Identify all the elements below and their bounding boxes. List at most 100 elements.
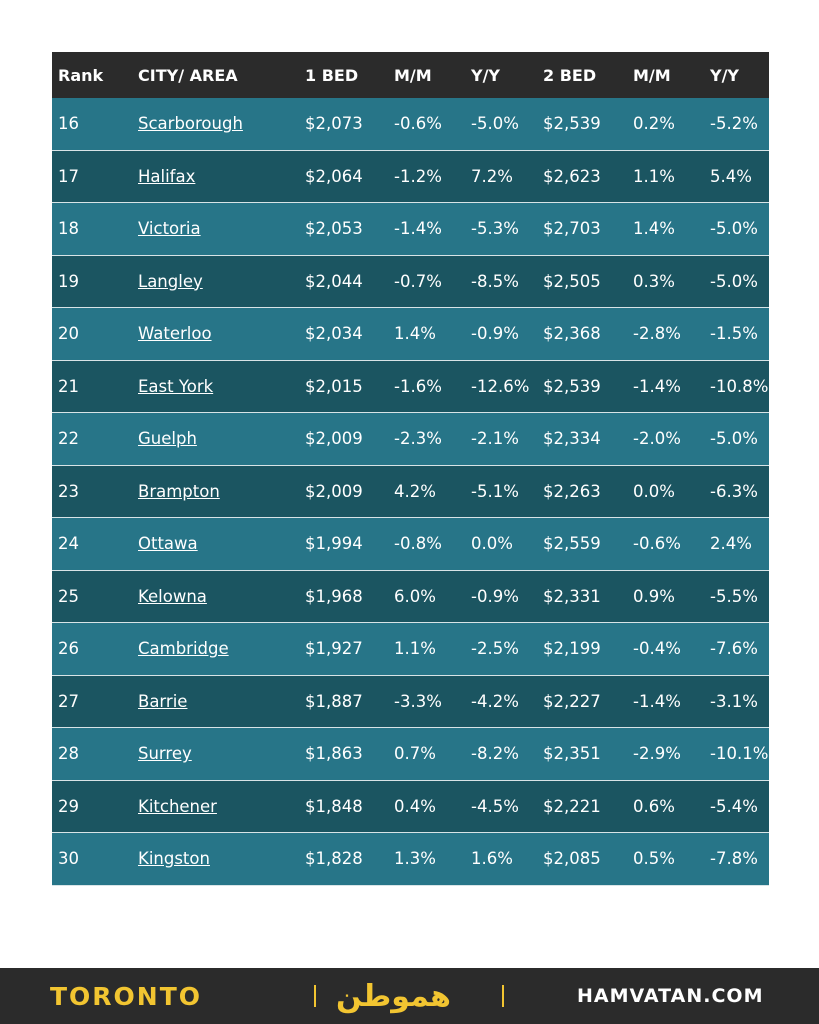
table-cell: 1.6% bbox=[471, 849, 513, 869]
table-row: 16 Scarborough $2,073 -0.6% -5.0% $2,539 0.2% -… bbox=[52, 98, 769, 151]
footer-city: TORONTO bbox=[50, 981, 203, 1011]
table-cell: -0.6% bbox=[394, 114, 442, 134]
city-link[interactable]: Barrie bbox=[138, 691, 188, 711]
table-cell: 0.4% bbox=[394, 796, 436, 816]
city-link[interactable]: Scarborough bbox=[138, 114, 243, 134]
table-cell: -1.5% bbox=[710, 324, 758, 344]
table-cell: -1.4% bbox=[394, 219, 442, 239]
table-cell: -4.2% bbox=[471, 691, 519, 711]
table-row: 17 Halifax $2,064 -1.2% 7.2% $2,623 1.1% 5.4% bbox=[52, 150, 769, 203]
table-cell: 5.4% bbox=[710, 166, 752, 186]
table-cell: -3.1% bbox=[710, 691, 758, 711]
header-cell: Y/Y bbox=[710, 65, 740, 85]
table-cell: $1,887 bbox=[305, 691, 363, 711]
header-cell: M/M bbox=[394, 65, 432, 85]
table-cell: 1.1% bbox=[394, 639, 436, 659]
table-cell: -8.2% bbox=[471, 744, 519, 764]
table-row: 23 Brampton $2,009 4.2% -5.1% $2,263 0.0% -6.3% bbox=[52, 465, 769, 518]
city-link[interactable]: Langley bbox=[138, 271, 203, 291]
table-cell: $1,927 bbox=[305, 639, 363, 659]
table-cell: 1.4% bbox=[633, 219, 675, 239]
table-cell: 0.3% bbox=[633, 271, 675, 291]
table-row: 19 Langley $2,044 -0.7% -8.5% $2,505 0.3% -5.0% bbox=[52, 255, 769, 308]
table-cell: $2,539 bbox=[543, 114, 601, 134]
table-cell: -5.0% bbox=[471, 114, 519, 134]
table-cell: -6.3% bbox=[710, 481, 758, 501]
table-cell: 6.0% bbox=[394, 586, 436, 606]
table-row: 22 Guelph $2,009 -2.3% -2.1% $2,334 -2.0% -5.0% bbox=[52, 413, 769, 466]
table-cell: -2.9% bbox=[633, 744, 681, 764]
city-link[interactable]: Kingston bbox=[138, 849, 210, 869]
table-row: 21 East York $2,015 -1.6% -12.6% $2,539 -1.4% -… bbox=[52, 360, 769, 413]
table-cell: -2.5% bbox=[471, 639, 519, 659]
table-cell: -0.9% bbox=[471, 586, 519, 606]
table-cell: $2,221 bbox=[543, 796, 601, 816]
city-link[interactable]: Surrey bbox=[138, 744, 192, 764]
table-cell: $1,994 bbox=[305, 534, 363, 554]
table-cell: 21 bbox=[58, 376, 79, 396]
city-link[interactable]: Victoria bbox=[138, 219, 201, 239]
table-cell: -8.5% bbox=[471, 271, 519, 291]
table-cell: 20 bbox=[58, 324, 79, 344]
table-cell: $2,263 bbox=[543, 481, 601, 501]
table-cell: 30 bbox=[58, 849, 79, 869]
table-cell: $1,863 bbox=[305, 744, 363, 764]
city-link[interactable]: Brampton bbox=[138, 481, 220, 501]
table-cell: $2,351 bbox=[543, 744, 601, 764]
table-cell: -1.4% bbox=[633, 376, 681, 396]
table-cell: 24 bbox=[58, 534, 79, 554]
header-cell: M/M bbox=[633, 65, 671, 85]
header-cell: 2 BED bbox=[543, 65, 597, 85]
table-cell: 25 bbox=[58, 586, 79, 606]
table-cell: $2,034 bbox=[305, 324, 363, 344]
table-cell: 19 bbox=[58, 271, 79, 291]
table-cell: $1,848 bbox=[305, 796, 363, 816]
footer-logo: هموطن bbox=[336, 978, 451, 1014]
table-cell: -1.4% bbox=[633, 691, 681, 711]
table-cell: -10.8% bbox=[710, 376, 769, 396]
city-link[interactable]: Guelph bbox=[138, 429, 197, 449]
table-cell: 2.4% bbox=[710, 534, 752, 554]
table-cell: 1.4% bbox=[394, 324, 436, 344]
table-cell: $2,044 bbox=[305, 271, 363, 291]
city-link[interactable]: East York bbox=[138, 376, 214, 396]
table-cell: 26 bbox=[58, 639, 79, 659]
table-cell: 0.5% bbox=[633, 849, 675, 869]
table-cell: $2,053 bbox=[305, 219, 363, 239]
city-link[interactable]: Cambridge bbox=[138, 639, 229, 659]
table-cell: -7.8% bbox=[710, 849, 758, 869]
table-cell: $2,623 bbox=[543, 166, 601, 186]
table-cell: 4.2% bbox=[394, 481, 436, 501]
table-cell: $1,968 bbox=[305, 586, 363, 606]
table-cell: -2.3% bbox=[394, 429, 442, 449]
separator bbox=[314, 985, 316, 1007]
header-cell: Y/Y bbox=[471, 65, 501, 85]
table-row: 26 Cambridge $1,927 1.1% -2.5% $2,199 -0.4% -7.… bbox=[52, 623, 769, 676]
table-cell: $2,539 bbox=[543, 376, 601, 396]
table-cell: -1.2% bbox=[394, 166, 442, 186]
table-cell: $2,559 bbox=[543, 534, 601, 554]
table-cell: 28 bbox=[58, 744, 79, 764]
city-link[interactable]: Halifax bbox=[138, 166, 196, 186]
city-link[interactable]: Kelowna bbox=[138, 586, 207, 606]
city-link[interactable]: Waterloo bbox=[138, 324, 212, 344]
table-cell: -5.0% bbox=[710, 271, 758, 291]
table-cell: 0.9% bbox=[633, 586, 675, 606]
table-cell: $2,009 bbox=[305, 481, 363, 501]
table-cell: 17 bbox=[58, 166, 79, 186]
table-cell: $2,073 bbox=[305, 114, 363, 134]
city-link[interactable]: Kitchener bbox=[138, 796, 217, 816]
table-row: 30 Kingston $1,828 1.3% 1.6% $2,085 0.5% -7.8% bbox=[52, 833, 769, 886]
table-cell: $2,368 bbox=[543, 324, 601, 344]
table-cell: 0.0% bbox=[471, 534, 513, 554]
table-cell: -3.3% bbox=[394, 691, 442, 711]
city-link[interactable]: Ottawa bbox=[138, 534, 198, 554]
table-cell: $2,331 bbox=[543, 586, 601, 606]
table-cell: -5.1% bbox=[471, 481, 519, 501]
table-cell: -0.6% bbox=[633, 534, 681, 554]
table-cell: $1,828 bbox=[305, 849, 363, 869]
table-cell: -1.6% bbox=[394, 376, 442, 396]
table-cell: $2,199 bbox=[543, 639, 601, 659]
table-row: 29 Kitchener $1,848 0.4% -4.5% $2,221 0.6% -5.4… bbox=[52, 780, 769, 833]
